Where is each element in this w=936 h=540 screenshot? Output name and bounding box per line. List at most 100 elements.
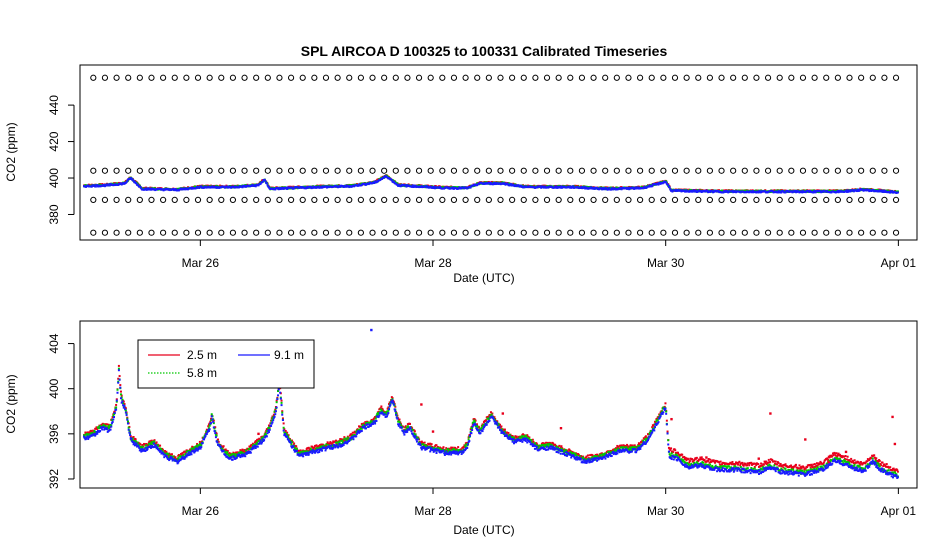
series-point-9-1m xyxy=(373,182,376,185)
series-point-2-5m xyxy=(295,445,298,448)
series-point-2-5m xyxy=(243,449,246,452)
series-point-2-5m xyxy=(654,421,657,424)
series-point-9-1m xyxy=(882,190,885,193)
calibration-point xyxy=(834,167,841,174)
series-point-9-1m xyxy=(325,186,328,189)
series-point-9-1m xyxy=(405,185,408,188)
calibration-point xyxy=(602,167,609,174)
series-point-2-5m xyxy=(840,454,843,457)
series-point-2-5m xyxy=(630,444,633,447)
series-point-2-5m xyxy=(707,458,710,461)
series-point-2-5m xyxy=(687,458,690,461)
calibration-point xyxy=(299,74,306,81)
calibration-point xyxy=(532,196,539,203)
series-point-2-5m xyxy=(683,455,686,458)
series-point-9-1m xyxy=(717,190,720,193)
series-point-9-1m xyxy=(751,191,754,194)
series-point-2-5m xyxy=(511,435,514,438)
series-point-9-1m xyxy=(555,185,558,188)
series-point-2-5m xyxy=(741,463,744,466)
series-point-2-5m xyxy=(843,455,846,458)
calibration-point xyxy=(509,167,516,174)
series-point-9-1m xyxy=(647,185,650,188)
series-point-9-1m xyxy=(451,186,454,189)
calibration-point xyxy=(404,229,411,236)
calibration-point xyxy=(555,167,562,174)
calibration-point xyxy=(683,167,690,174)
series-point-2-5m xyxy=(767,461,770,464)
calibration-point xyxy=(590,196,597,203)
calibration-point xyxy=(381,196,388,203)
series-point-2-5m xyxy=(118,375,121,378)
series-point-2-5m xyxy=(816,464,819,467)
series-point-2-5m xyxy=(616,444,619,447)
top-y-tick-label: 380 xyxy=(47,204,61,224)
series-point-2-5m xyxy=(718,463,721,466)
calibration-point xyxy=(101,167,109,174)
calibration-point xyxy=(555,229,562,236)
calibration-point xyxy=(636,167,644,174)
series-point-9-1m xyxy=(392,180,395,183)
series-point-5-8m xyxy=(111,182,114,185)
calibration-point xyxy=(346,196,353,203)
calibration-point xyxy=(299,196,306,203)
series-point-2-5m xyxy=(885,465,888,468)
series-point-9-1m xyxy=(237,186,240,189)
calibration-point xyxy=(532,74,539,81)
calibration-point xyxy=(776,167,783,174)
series-point-9-1m xyxy=(882,189,885,192)
series-point-2-5m xyxy=(272,413,275,416)
calibration-point xyxy=(509,196,516,203)
calibration-point xyxy=(183,74,190,81)
calibration-point xyxy=(485,229,492,236)
series-point-9-1m xyxy=(889,191,892,194)
series-point-2-5m xyxy=(873,454,876,457)
calibration-point xyxy=(160,74,167,81)
series-point-2-5m xyxy=(329,441,332,444)
series-point-2-5m xyxy=(681,453,684,456)
calibration-point xyxy=(253,167,260,174)
series-point-2-5m xyxy=(351,434,354,437)
series-point-9-1m xyxy=(293,187,296,190)
series-point-9-1m xyxy=(790,190,793,193)
top-calibration-points xyxy=(90,74,900,236)
series-point-2-5m xyxy=(799,466,802,469)
series-point-2-5m xyxy=(754,462,757,465)
calibration-point xyxy=(718,229,725,236)
calibration-point xyxy=(415,229,423,236)
series-point-2-5m xyxy=(264,431,267,434)
calibration-point xyxy=(776,74,783,81)
series-point-2-5m xyxy=(699,456,702,459)
series-point-2-5m xyxy=(685,459,688,462)
series-point-2-5m xyxy=(502,428,505,431)
calibration-point xyxy=(869,196,876,203)
calibration-point xyxy=(636,74,644,81)
series-point-2-5m xyxy=(709,458,712,461)
series-point-2-5m xyxy=(123,403,126,406)
calibration-point xyxy=(776,229,783,236)
series-point-2-5m xyxy=(241,448,244,451)
calibration-point xyxy=(241,74,248,81)
series-point-2-5m xyxy=(90,430,93,433)
bottom-x-axis-label: Date (UTC) xyxy=(453,523,514,537)
series-point-2-5m xyxy=(794,463,797,466)
series-point-9-1m xyxy=(845,190,848,193)
calibration-point xyxy=(462,229,469,236)
calibration-point xyxy=(450,167,458,174)
series-point-2-5m xyxy=(224,448,227,451)
series-point-2-5m xyxy=(720,463,723,466)
series-point-2-5m xyxy=(589,454,592,457)
series-point-2-5m xyxy=(561,447,564,450)
series-point-2-5m xyxy=(594,453,597,456)
calibration-point xyxy=(602,196,609,203)
calibration-point xyxy=(602,229,609,236)
series-point-2-5m xyxy=(354,431,357,434)
calibration-point xyxy=(509,74,516,81)
series-point-2-5m xyxy=(391,397,394,400)
series-point-2-5m xyxy=(804,467,807,470)
series-point-2-5m xyxy=(734,461,737,464)
calibration-point xyxy=(101,196,109,203)
calibration-point xyxy=(427,229,434,236)
series-point-2-5m xyxy=(408,422,411,425)
